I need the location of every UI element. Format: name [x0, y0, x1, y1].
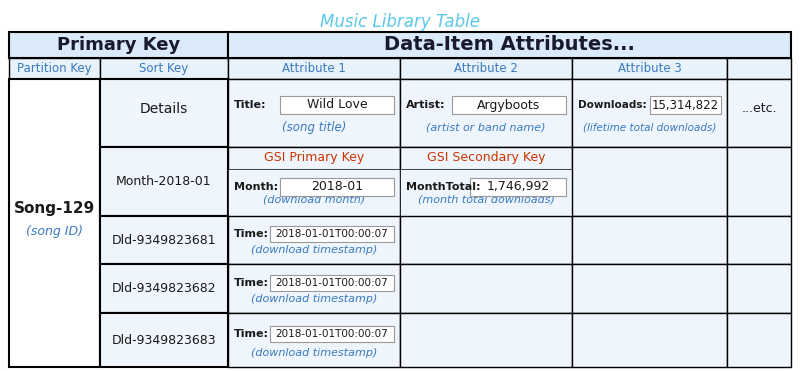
- Text: Details: Details: [140, 102, 188, 116]
- Bar: [228, 169, 400, 216]
- Text: (download timestamp): (download timestamp): [251, 348, 377, 358]
- Text: Data-Item Attributes...: Data-Item Attributes...: [384, 36, 635, 55]
- Text: Artist:: Artist:: [406, 100, 446, 110]
- Bar: [727, 313, 791, 367]
- Text: Month-2018-01: Month-2018-01: [116, 175, 212, 188]
- Bar: [100, 216, 228, 264]
- Text: Song-129: Song-129: [14, 201, 95, 217]
- Bar: [572, 147, 727, 216]
- Bar: [650, 96, 721, 114]
- Bar: [572, 58, 727, 79]
- Bar: [572, 313, 727, 367]
- Bar: [400, 169, 572, 216]
- Text: (month total downloads): (month total downloads): [418, 195, 554, 205]
- Text: Primary Key: Primary Key: [57, 36, 180, 54]
- Bar: [280, 96, 394, 114]
- Text: Sort Key: Sort Key: [139, 62, 189, 75]
- Text: (download timestamp): (download timestamp): [251, 245, 377, 255]
- Bar: [280, 177, 394, 196]
- Bar: [228, 264, 400, 313]
- Bar: [228, 147, 400, 216]
- Bar: [727, 216, 791, 264]
- Text: (artist or band name): (artist or band name): [426, 122, 546, 132]
- Bar: [100, 58, 228, 79]
- Text: (song title): (song title): [282, 121, 346, 134]
- Text: 15,314,822: 15,314,822: [652, 98, 719, 112]
- Text: GSI Primary Key: GSI Primary Key: [264, 151, 364, 164]
- Text: Time:: Time:: [234, 229, 269, 239]
- Bar: [270, 326, 394, 342]
- Text: 2018-01-01T00:00:07: 2018-01-01T00:00:07: [276, 329, 388, 339]
- Text: Partition Key: Partition Key: [17, 62, 92, 75]
- Text: 2018-01-01T00:00:07: 2018-01-01T00:00:07: [276, 229, 388, 239]
- Bar: [228, 32, 791, 58]
- Bar: [572, 216, 727, 264]
- Bar: [727, 264, 791, 313]
- Text: GSI Secondary Key: GSI Secondary Key: [426, 151, 546, 164]
- Bar: [100, 147, 228, 216]
- Bar: [470, 177, 566, 196]
- Bar: [228, 216, 400, 264]
- Text: Attribute 1: Attribute 1: [282, 62, 346, 75]
- Text: Attribute 2: Attribute 2: [454, 62, 518, 75]
- Text: Dld-9349823682: Dld-9349823682: [112, 282, 216, 295]
- Text: (download timestamp): (download timestamp): [251, 294, 377, 304]
- Text: Dld-9349823683: Dld-9349823683: [112, 334, 216, 347]
- Text: Wild Love: Wild Love: [306, 98, 367, 112]
- Text: 2018-01: 2018-01: [311, 180, 363, 193]
- Bar: [228, 79, 400, 147]
- Text: (song ID): (song ID): [26, 224, 83, 237]
- Bar: [400, 79, 572, 147]
- Bar: [100, 313, 228, 367]
- Bar: [9, 79, 100, 367]
- Text: (lifetime total downloads): (lifetime total downloads): [583, 122, 716, 132]
- Text: Music Library Table: Music Library Table: [320, 13, 480, 31]
- Text: (download month): (download month): [263, 195, 365, 205]
- Bar: [727, 58, 791, 79]
- Bar: [400, 216, 572, 264]
- Bar: [572, 264, 727, 313]
- Bar: [9, 32, 228, 58]
- Text: Dld-9349823681: Dld-9349823681: [112, 233, 216, 246]
- Bar: [270, 226, 394, 242]
- Text: 2018-01-01T00:00:07: 2018-01-01T00:00:07: [276, 278, 388, 288]
- Text: Title:: Title:: [234, 100, 266, 110]
- Text: 1,746,992: 1,746,992: [486, 180, 550, 193]
- Bar: [400, 58, 572, 79]
- Bar: [9, 58, 100, 79]
- Bar: [572, 79, 727, 147]
- Bar: [100, 79, 228, 147]
- Bar: [228, 313, 400, 367]
- Bar: [727, 147, 791, 216]
- Bar: [727, 79, 791, 147]
- Text: Argyboots: Argyboots: [478, 98, 541, 112]
- Bar: [228, 58, 400, 79]
- Text: ...etc.: ...etc.: [741, 102, 777, 115]
- Text: Downloads:: Downloads:: [578, 100, 646, 110]
- Text: MonthTotal:: MonthTotal:: [406, 181, 481, 191]
- Bar: [452, 96, 566, 114]
- Bar: [270, 275, 394, 290]
- Text: Attribute 3: Attribute 3: [618, 62, 682, 75]
- Bar: [100, 264, 228, 313]
- Bar: [400, 264, 572, 313]
- Bar: [400, 147, 572, 216]
- Text: Time:: Time:: [234, 278, 269, 288]
- Bar: [400, 313, 572, 367]
- Text: Time:: Time:: [234, 329, 269, 339]
- Text: Month:: Month:: [234, 181, 278, 191]
